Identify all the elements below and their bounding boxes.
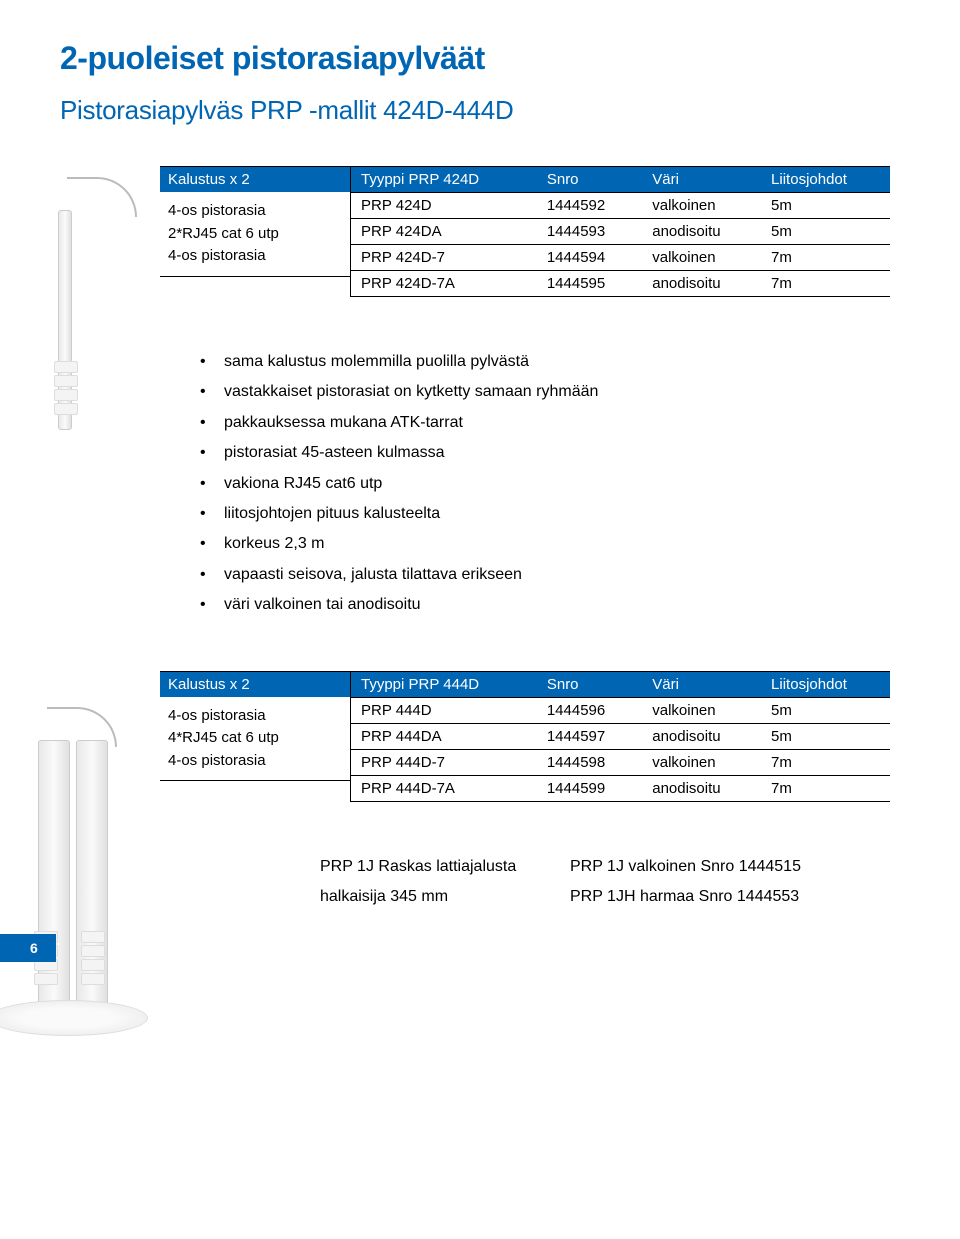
cell: 5m	[761, 193, 890, 219]
table1-col: Snro	[537, 167, 642, 193]
cell: 1444595	[537, 271, 642, 297]
table1-col: Liitosjohdot	[761, 167, 890, 193]
cell: PRP 424D-7	[351, 245, 537, 271]
table-444d: Tyyppi PRP 444D Snro Väri Liitosjohdot P…	[350, 671, 890, 802]
table1-left-line: 2*RJ45 cat 6 utp	[168, 223, 342, 246]
feature-item: pakkauksessa mukana ATK-tarrat	[200, 408, 900, 438]
feature-item: vastakkaiset pistorasiat on kytketty sam…	[200, 377, 900, 407]
feature-item: väri valkoinen tai anodisoitu	[200, 590, 900, 620]
product-illustration-1	[18, 210, 118, 430]
table1-left-line: 4-os pistorasia	[168, 245, 342, 268]
table2-col: Väri	[642, 671, 761, 697]
feature-item: sama kalustus molemmilla puolilla pylväs…	[200, 347, 900, 377]
cell: 1444597	[537, 723, 642, 749]
feature-item: vapaasti seisova, jalusta tilattava erik…	[200, 560, 900, 590]
table2-left-header: Kalustus x 2	[160, 672, 350, 697]
table-row: PRP 424D 1444592 valkoinen 5m	[351, 193, 891, 219]
cell: 1444596	[537, 697, 642, 723]
cell: valkoinen	[642, 245, 761, 271]
table-row: PRP 444D 1444596 valkoinen 5m	[351, 697, 891, 723]
table-block-424d: Kalustus x 2 4-os pistorasia 2*RJ45 cat …	[160, 166, 900, 297]
cell: PRP 444D-7A	[351, 775, 537, 801]
table-block-444d: Kalustus x 2 4-os pistorasia 4*RJ45 cat …	[160, 671, 900, 802]
table-row: PRP 444D-7A 1444599 anodisoitu 7m	[351, 775, 891, 801]
cell: 1444599	[537, 775, 642, 801]
page-title: 2-puoleiset pistorasiapylväät	[60, 40, 900, 77]
table1-col: Tyyppi PRP 424D	[351, 167, 537, 193]
cell: 1444592	[537, 193, 642, 219]
table-424d: Tyyppi PRP 424D Snro Väri Liitosjohdot P…	[350, 166, 890, 297]
page-number: 6	[0, 934, 56, 962]
cell: 5m	[761, 723, 890, 749]
feature-item: pistorasiat 45-asteen kulmassa	[200, 438, 900, 468]
cell: 7m	[761, 271, 890, 297]
cell: PRP 424D-7A	[351, 271, 537, 297]
table2-left-line: 4-os pistorasia	[168, 705, 342, 728]
cell: 5m	[761, 697, 890, 723]
footer-info: PRP 1J Raskas lattiajalusta PRP 1J valko…	[320, 852, 900, 913]
cell: anodisoitu	[642, 775, 761, 801]
product-illustration-2	[18, 740, 118, 1020]
cell: PRP 444D	[351, 697, 537, 723]
cell: PRP 424D	[351, 193, 537, 219]
cell: 1444593	[537, 219, 642, 245]
feature-item: liitosjohtojen pituus kalusteelta	[200, 499, 900, 529]
cell: anodisoitu	[642, 723, 761, 749]
cell: 7m	[761, 245, 890, 271]
table1-left-line: 4-os pistorasia	[168, 200, 342, 223]
cell: valkoinen	[642, 697, 761, 723]
cell: 5m	[761, 219, 890, 245]
feature-item: korkeus 2,3 m	[200, 529, 900, 559]
cell: anodisoitu	[642, 219, 761, 245]
cell: PRP 444DA	[351, 723, 537, 749]
cell: valkoinen	[642, 193, 761, 219]
table-row: PRP 424DA 1444593 anodisoitu 5m	[351, 219, 891, 245]
footer-cell: PRP 1J Raskas lattiajalusta	[320, 852, 570, 882]
cell: anodisoitu	[642, 271, 761, 297]
page-subtitle: Pistorasiapylväs PRP -mallit 424D-444D	[60, 95, 900, 126]
table-row: PRP 424D-7 1444594 valkoinen 7m	[351, 245, 891, 271]
cell: PRP 424DA	[351, 219, 537, 245]
table-row: PRP 424D-7A 1444595 anodisoitu 7m	[351, 271, 891, 297]
table-row: PRP 444D-7 1444598 valkoinen 7m	[351, 749, 891, 775]
feature-list: sama kalustus molemmilla puolilla pylväs…	[200, 347, 900, 621]
cell: 1444598	[537, 749, 642, 775]
table2-left-line: 4*RJ45 cat 6 utp	[168, 727, 342, 750]
footer-cell: PRP 1JH harmaa Snro 1444553	[570, 882, 799, 912]
cell: 7m	[761, 775, 890, 801]
footer-cell: PRP 1J valkoinen Snro 1444515	[570, 852, 801, 882]
table2-leftcol: Kalustus x 2 4-os pistorasia 4*RJ45 cat …	[160, 671, 350, 782]
cell: 7m	[761, 749, 890, 775]
cell: 1444594	[537, 245, 642, 271]
cell: PRP 444D-7	[351, 749, 537, 775]
table2-col: Snro	[537, 671, 642, 697]
cell: valkoinen	[642, 749, 761, 775]
table2-col: Tyyppi PRP 444D	[351, 671, 537, 697]
feature-item: vakiona RJ45 cat6 utp	[200, 469, 900, 499]
table1-leftcol: Kalustus x 2 4-os pistorasia 2*RJ45 cat …	[160, 166, 350, 277]
table2-col: Liitosjohdot	[761, 671, 890, 697]
table1-col: Väri	[642, 167, 761, 193]
footer-cell: halkaisija 345 mm	[320, 882, 570, 912]
table-row: PRP 444DA 1444597 anodisoitu 5m	[351, 723, 891, 749]
table2-left-line: 4-os pistorasia	[168, 750, 342, 773]
table1-left-header: Kalustus x 2	[160, 167, 350, 192]
